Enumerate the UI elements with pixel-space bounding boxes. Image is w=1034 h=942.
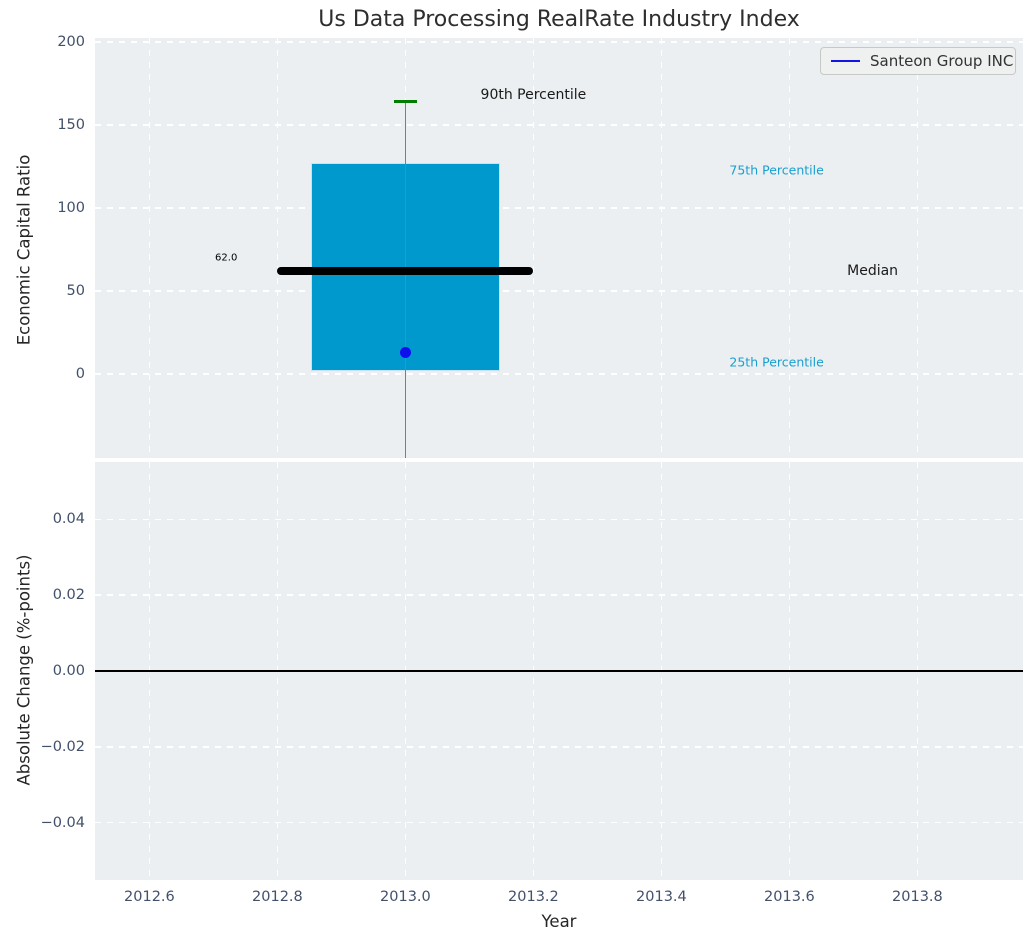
gridline-h [95, 746, 1023, 748]
y-tick-label: 200 [57, 33, 85, 50]
legend-line-sample [831, 59, 860, 63]
legend: Santeon Group INC [820, 47, 1016, 75]
gridline-v [916, 38, 919, 458]
gridline-v [788, 38, 791, 458]
x-tick-label: 2013.8 [892, 889, 943, 905]
annotation-90th-percentile: 90th Percentile [480, 87, 587, 104]
median-line [277, 267, 534, 276]
y-tick-label: −0.02 [40, 738, 85, 755]
gridline-h [95, 822, 1023, 824]
annotation-75th-percentile: 75th Percentile [729, 162, 824, 178]
gridline-h [95, 594, 1023, 596]
top-y-axis-label: Economic Capital Ratio [14, 154, 34, 346]
y-tick-label: 0.02 [52, 587, 85, 604]
annotation-62-0: 62.0 [215, 252, 238, 264]
gridline-h [95, 373, 1023, 375]
gridline-v [532, 38, 535, 458]
gridline-h [95, 124, 1023, 126]
gridline-h [95, 41, 1023, 43]
x-tick-label: 2013.4 [636, 889, 687, 905]
bottom-subplot [95, 462, 1023, 880]
annotation-25th-percentile: 25th Percentile [729, 354, 824, 370]
gridline-v [276, 38, 279, 458]
whisker-line [404, 101, 407, 458]
gridline-h [95, 207, 1023, 209]
company-point [399, 346, 411, 358]
y-tick-label: 0 [75, 366, 85, 382]
gridline-h [95, 290, 1023, 292]
y-tick-label: 150 [57, 116, 85, 133]
y-tick-label: 50 [66, 282, 85, 299]
x-tick-label: 2013.2 [508, 889, 559, 905]
gridline-v [660, 38, 663, 458]
y-tick-label: −0.04 [40, 814, 85, 831]
x-tick-label: 2013.6 [764, 889, 815, 905]
x-tick-label: 2013.0 [380, 889, 431, 905]
legend-label: Santeon Group INC [870, 52, 1014, 70]
top-subplot: 90th Percentile 62.0 75th Percentile Median… [95, 38, 1023, 458]
y-tick-label: 0.00 [52, 663, 85, 679]
x-tick-label: 2012.8 [252, 889, 303, 905]
whisker-cap-90th [393, 100, 417, 104]
gridline-h [95, 518, 1023, 520]
zero-line [95, 670, 1023, 672]
y-tick-label: 0.04 [52, 511, 85, 528]
x-tick-label: 2012.6 [124, 889, 175, 905]
y-tick-label: 100 [57, 199, 85, 216]
annotation-median: Median [847, 263, 899, 280]
chart-title: Us Data Processing RealRate Industry Ind… [318, 7, 800, 32]
x-axis-label: Year [541, 912, 577, 931]
gridline-v [148, 38, 151, 458]
